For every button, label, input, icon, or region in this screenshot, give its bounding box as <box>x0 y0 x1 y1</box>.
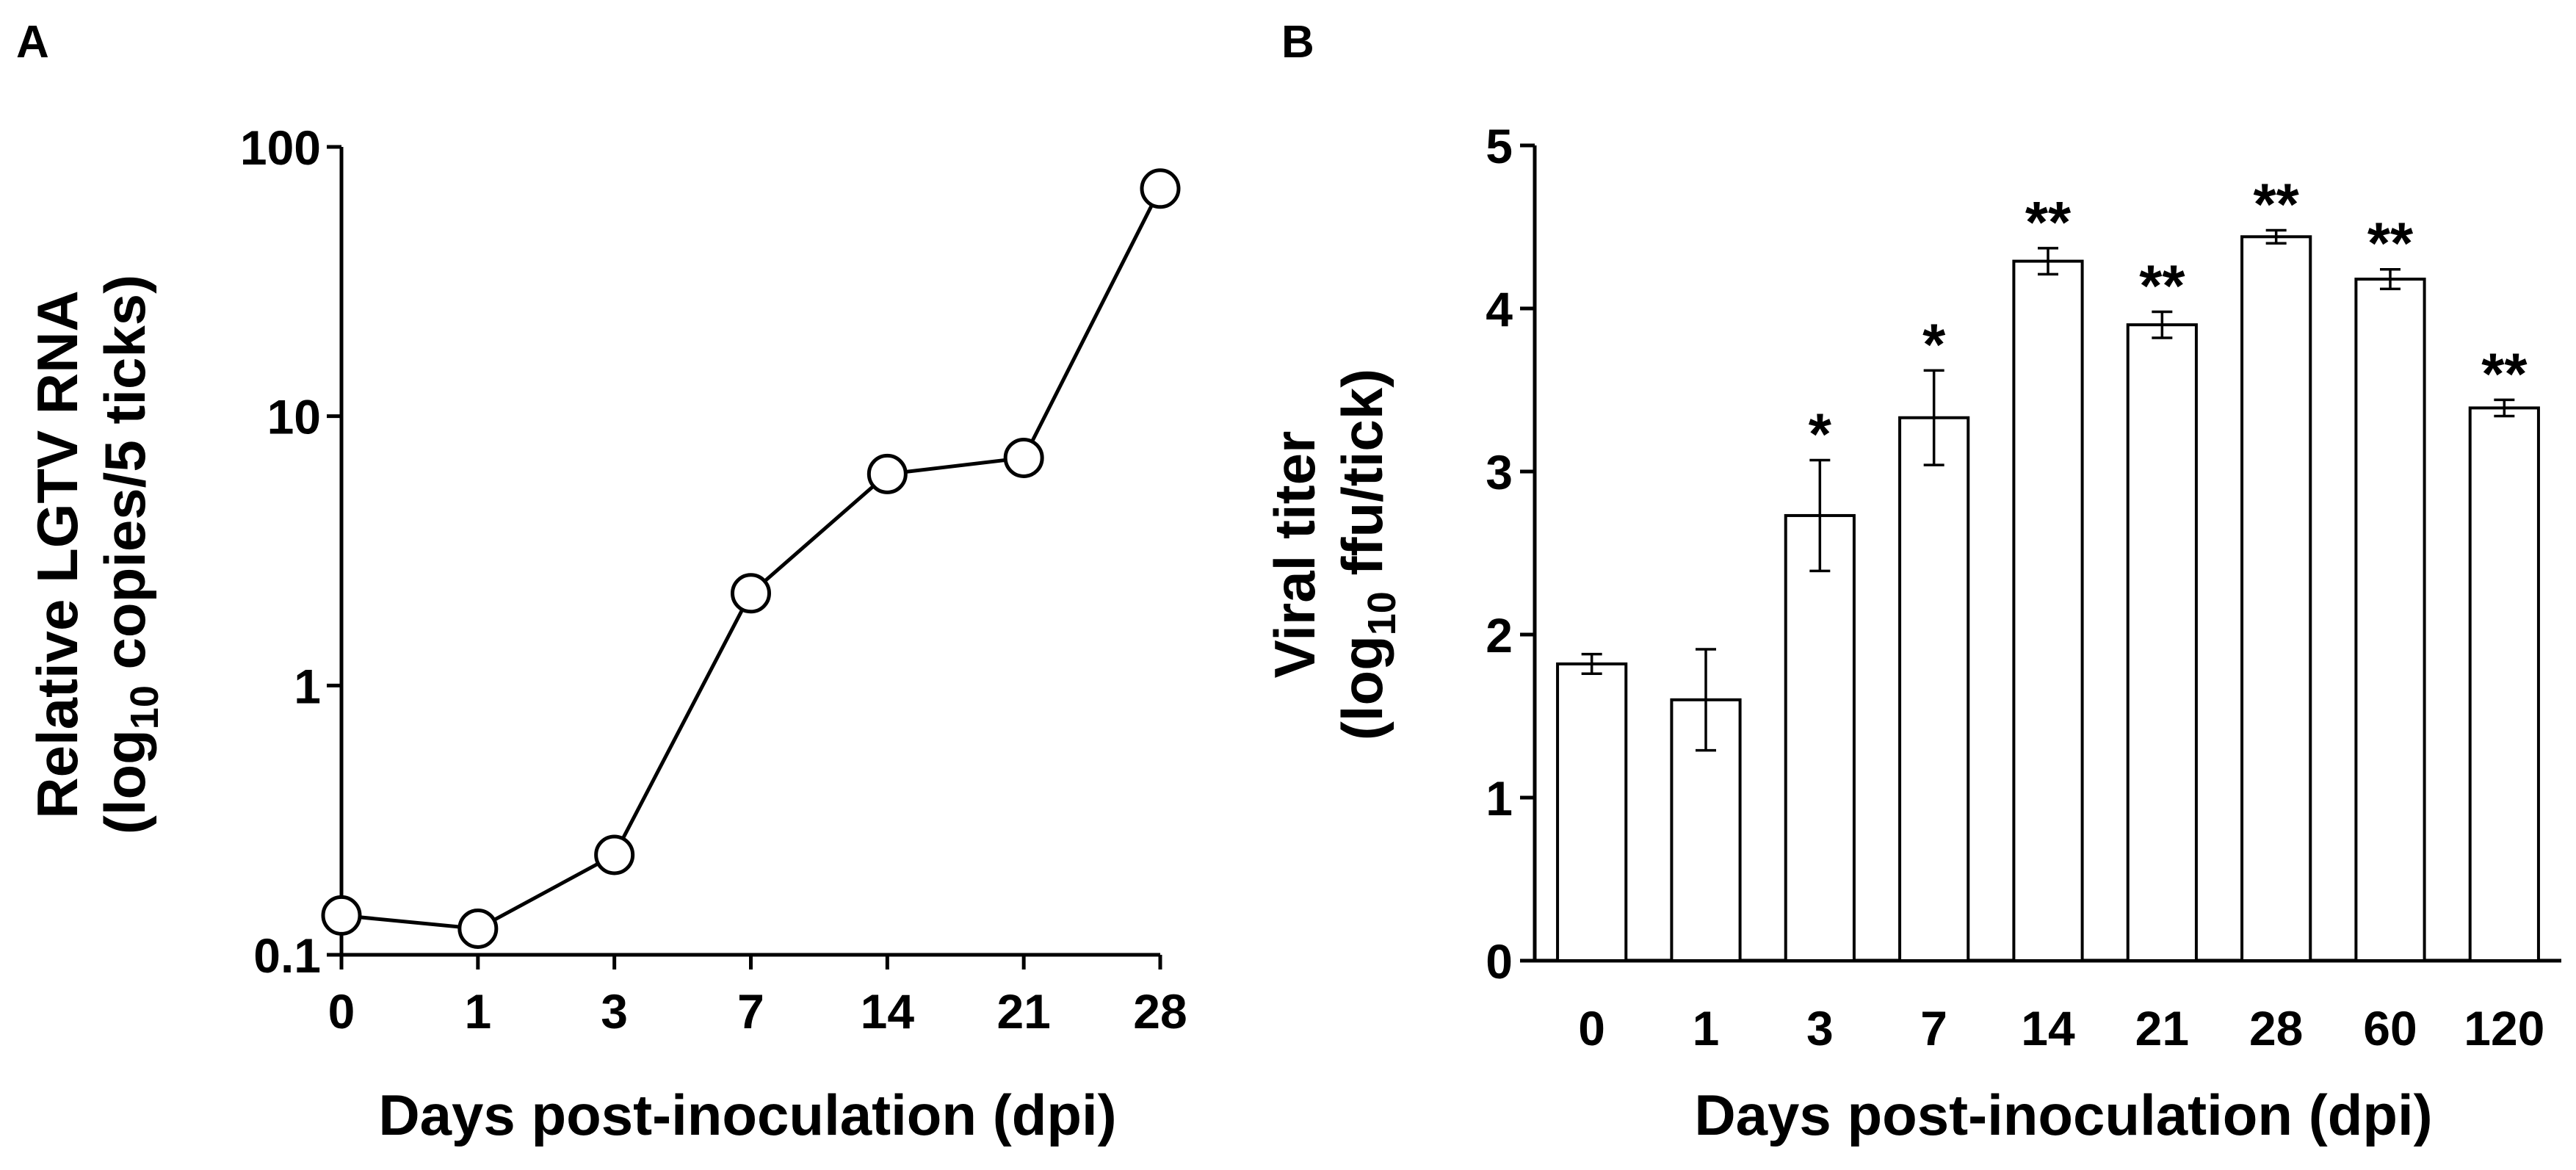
panel-b-x-tick-label: 21 <box>2135 1001 2189 1055</box>
panel-b-bar <box>2240 235 2312 962</box>
panel-a-series <box>321 168 1181 949</box>
panel-a-x-tick-label: 21 <box>996 984 1050 1039</box>
panel-a-y-ticks: 0.1 1 10 100 <box>240 120 341 983</box>
panel-b-x-tick-label: 7 <box>1920 1001 1947 1055</box>
panel-a-y-label-line1: Relative LGTV RNA <box>25 290 90 818</box>
panel-a-y-axis-label: Relative LGTV RNA (log10 copies/5 ticks) <box>25 275 167 834</box>
panel-a-y-label-prefix: (log <box>93 729 157 834</box>
panel-b-x-tick-label: 14 <box>2021 1001 2075 1055</box>
panel-a-data-point <box>321 895 362 936</box>
panel-a-x-axis-label: Days post-inoculation (dpi) <box>378 1083 1116 1147</box>
panel-b-significance-marker: ** <box>2481 341 2528 406</box>
panel-b-y-tick-label: 5 <box>1486 119 1513 173</box>
panel-a-y-tick-label: 0.1 <box>253 928 321 983</box>
panel-b-significance-marker: ** <box>2367 211 2414 276</box>
panel-b-y-tick-label: 2 <box>1486 608 1513 662</box>
panel-a-y-label-suffix: copies/5 ticks) <box>93 275 157 685</box>
panel-a-y-tick-label: 10 <box>267 390 321 444</box>
panel-a-x-tick-label: 28 <box>1133 984 1187 1039</box>
panel-a-y-tick-label: 100 <box>240 120 321 175</box>
panel-a: A 0.1 1 10 100 0 1 3 7 14 21 28 Days post-inocula… <box>16 17 1187 1147</box>
panel-a-x-tick-label: 1 <box>464 984 491 1039</box>
panel-b-significance-marker: * <box>1809 401 1832 466</box>
panel-b-x-axis-label: Days post-inoculation (dpi) <box>1694 1083 2432 1147</box>
panel-b-bar <box>1556 662 1628 963</box>
panel-b-significance-marker: ** <box>2254 171 2300 236</box>
panel-b-y-label-line2: (log10 ffu/tick) <box>1330 369 1404 740</box>
panel-b-significance-marker: * <box>1922 311 1946 377</box>
panel-b-bar <box>2126 323 2198 962</box>
panel-a-x-ticks: 0 1 3 7 14 21 28 <box>328 955 1187 1039</box>
panel-b-x-tick-label: 0 <box>1578 1001 1605 1055</box>
panel-b-y-ticks: 0 1 2 3 4 5 <box>1486 119 1535 989</box>
panel-a-y-tick-label: 1 <box>294 659 321 713</box>
panel-b-x-tick-label: 1 <box>1693 1001 1720 1055</box>
panel-a-data-point <box>1140 168 1181 209</box>
panel-a-data-point <box>731 573 771 614</box>
panel-a-series-line <box>341 187 1162 931</box>
panel-a-x-tick-label: 7 <box>737 984 764 1039</box>
panel-a-x-tick-label: 0 <box>328 984 355 1039</box>
panel-b-y-label-suffix: ffu/tick) <box>1330 369 1394 591</box>
panel-b-significance-marker: ** <box>2139 253 2185 318</box>
panel-b-y-label-subscript: 10 <box>1360 591 1404 635</box>
panel-b-y-tick-label: 4 <box>1486 282 1513 336</box>
panel-b-bars: ************ <box>1556 171 2540 963</box>
panel-a-x-tick-label: 14 <box>861 984 915 1039</box>
panel-b-y-label-line1: Viral titer <box>1262 431 1327 679</box>
panel-b-y-label-prefix: (log <box>1330 635 1394 740</box>
panel-b-x-ticks: 0 1 3 7 14 21 28 60 120 <box>1578 1001 2544 1055</box>
panel-b-bar <box>2354 278 2426 963</box>
panel-a-y-label-subscript: 10 <box>123 685 167 729</box>
panel-a-data-point <box>866 453 908 494</box>
panel-a-x-tick-label: 3 <box>601 984 628 1039</box>
panel-b-x-tick-label: 3 <box>1806 1001 1834 1055</box>
panel-a-data-point <box>1003 437 1044 478</box>
panel-b-y-tick-label: 3 <box>1486 445 1513 499</box>
panel-b-x-tick-label: 60 <box>2363 1001 2417 1055</box>
panel-a-y-label-line2: (log10 copies/5 ticks) <box>93 275 167 834</box>
panel-b-label: B <box>1281 17 1314 68</box>
panel-b-x-tick-label: 120 <box>2464 1001 2544 1055</box>
panel-b-significance-marker: ** <box>2025 189 2072 255</box>
panel-b-bar <box>2468 406 2540 962</box>
panel-a-label: A <box>16 17 49 68</box>
panel-a-data-point <box>457 908 499 949</box>
panel-a-data-point <box>594 834 635 875</box>
panel-b-bar <box>1784 513 1856 962</box>
panel-b-y-tick-label: 1 <box>1486 771 1513 826</box>
panel-b-y-tick-label: 0 <box>1486 934 1513 989</box>
panel-b-bar <box>1898 416 1970 962</box>
panel-b-bar <box>2012 259 2084 962</box>
panel-b-x-tick-label: 28 <box>2249 1001 2303 1055</box>
panel-a-axes <box>339 147 1160 957</box>
panel-b-y-axis-label: Viral titer (log10 ffu/tick) <box>1262 369 1404 740</box>
